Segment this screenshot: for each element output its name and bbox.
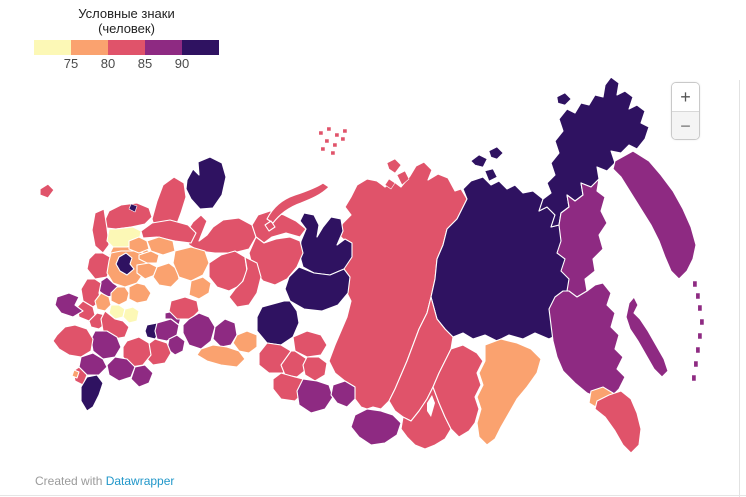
legend-swatch-1 [34, 40, 71, 55]
map-region-moscow-city[interactable] [115, 252, 135, 276]
map-region-novosibirsk[interactable] [280, 350, 308, 378]
map-region-kaliningrad[interactable] [39, 183, 55, 199]
lake-baikal [427, 395, 435, 417]
map-region-tula[interactable] [110, 286, 130, 306]
zoom-in-button[interactable]: + [672, 83, 699, 111]
legend-tick-85: 85 [137, 56, 153, 71]
legend-swatch-2 [71, 40, 108, 55]
map-region-tambov[interactable] [122, 306, 140, 324]
map-region-murmansk[interactable] [185, 156, 227, 210]
map-region-samara[interactable] [166, 334, 186, 356]
scrollbar-track [739, 80, 740, 497]
legend-title-line1: Условные знаки [78, 6, 175, 21]
map-region-wrangel-island[interactable] [556, 92, 572, 106]
map-region-ryazan[interactable] [128, 282, 152, 304]
map-region-kurgan[interactable] [232, 330, 258, 354]
legend: Условные знаки (человек) 75 80 85 90 [34, 6, 219, 72]
map-region-smolensk[interactable] [86, 252, 112, 280]
map-region-udmurtia[interactable] [188, 276, 212, 300]
map-region-franz-josef-land[interactable] [318, 126, 348, 156]
map-region-yamalo-nenets[interactable] [298, 212, 353, 276]
map-region-kemerovo[interactable] [302, 356, 328, 382]
map-region-primorsky[interactable] [594, 390, 642, 454]
legend-title-line2: (человек) [98, 21, 155, 36]
legend-tick-90: 90 [174, 56, 190, 71]
map-region-kurils[interactable] [691, 280, 705, 382]
datawrapper-link[interactable]: Datawrapper [105, 474, 175, 488]
attribution: Created with Datawrapper [35, 474, 174, 488]
map-region-khabarovsk[interactable] [548, 282, 626, 400]
map-region-crimea[interactable] [54, 292, 84, 318]
map-region-tuva[interactable] [350, 408, 402, 446]
legend-ticks: 75 80 85 90 [34, 56, 219, 72]
map-region-bashkortostan[interactable] [182, 312, 216, 350]
map-region-nenets[interactable] [251, 210, 307, 244]
legend-swatch-3 [108, 40, 145, 55]
map-region-khakassia[interactable] [330, 380, 356, 408]
map-region-leningrad[interactable] [103, 202, 153, 230]
legend-color-bar [34, 40, 219, 55]
map-region-zabaikalsky[interactable] [432, 344, 484, 438]
legend-swatch-4 [145, 40, 182, 55]
map-region-vologda[interactable] [140, 219, 197, 244]
map-region-orenburg[interactable] [196, 344, 246, 368]
map-region-amur[interactable] [476, 338, 542, 446]
map-region-pskov[interactable] [91, 208, 110, 254]
map-region-st-petersburg[interactable] [128, 203, 138, 213]
attribution-text: Created with [35, 474, 106, 488]
map-region-altai-republic[interactable] [296, 378, 334, 414]
map-region-kirov[interactable] [172, 246, 210, 282]
embed-bottom-border [0, 495, 746, 496]
map-region-nizhny-novgorod[interactable] [152, 262, 180, 288]
map-region-sakhalin[interactable] [625, 296, 669, 378]
map-region-new-siberian-islands[interactable] [470, 146, 504, 182]
map-region-khanty-mansi[interactable] [284, 266, 351, 312]
map-region-kamchatka[interactable] [612, 150, 697, 280]
map-region-dagestan[interactable] [80, 374, 104, 412]
map-region-severnaya-zemlya[interactable] [384, 158, 410, 190]
zoom-out-button[interactable]: − [672, 111, 699, 139]
map-region-krasnodar[interactable] [52, 324, 94, 358]
map-region-north-ossetia[interactable] [71, 369, 80, 379]
map-region-astrakhan[interactable] [130, 364, 154, 388]
map-region-novaya-zemlya[interactable] [264, 182, 330, 232]
legend-swatch-5 [182, 40, 219, 55]
legend-tick-80: 80 [100, 56, 116, 71]
map-region-kalmykia[interactable] [106, 356, 136, 382]
legend-tick-75: 75 [63, 56, 79, 71]
zoom-controls: + − [671, 82, 700, 140]
map-region-magadan[interactable] [556, 178, 608, 298]
map-region-arkhangelsk[interactable] [185, 214, 257, 254]
map-region-yaroslavl[interactable] [128, 236, 150, 254]
map-region-sverdlovsk[interactable] [228, 256, 262, 308]
legend-title: Условные знаки (человек) [34, 6, 219, 36]
